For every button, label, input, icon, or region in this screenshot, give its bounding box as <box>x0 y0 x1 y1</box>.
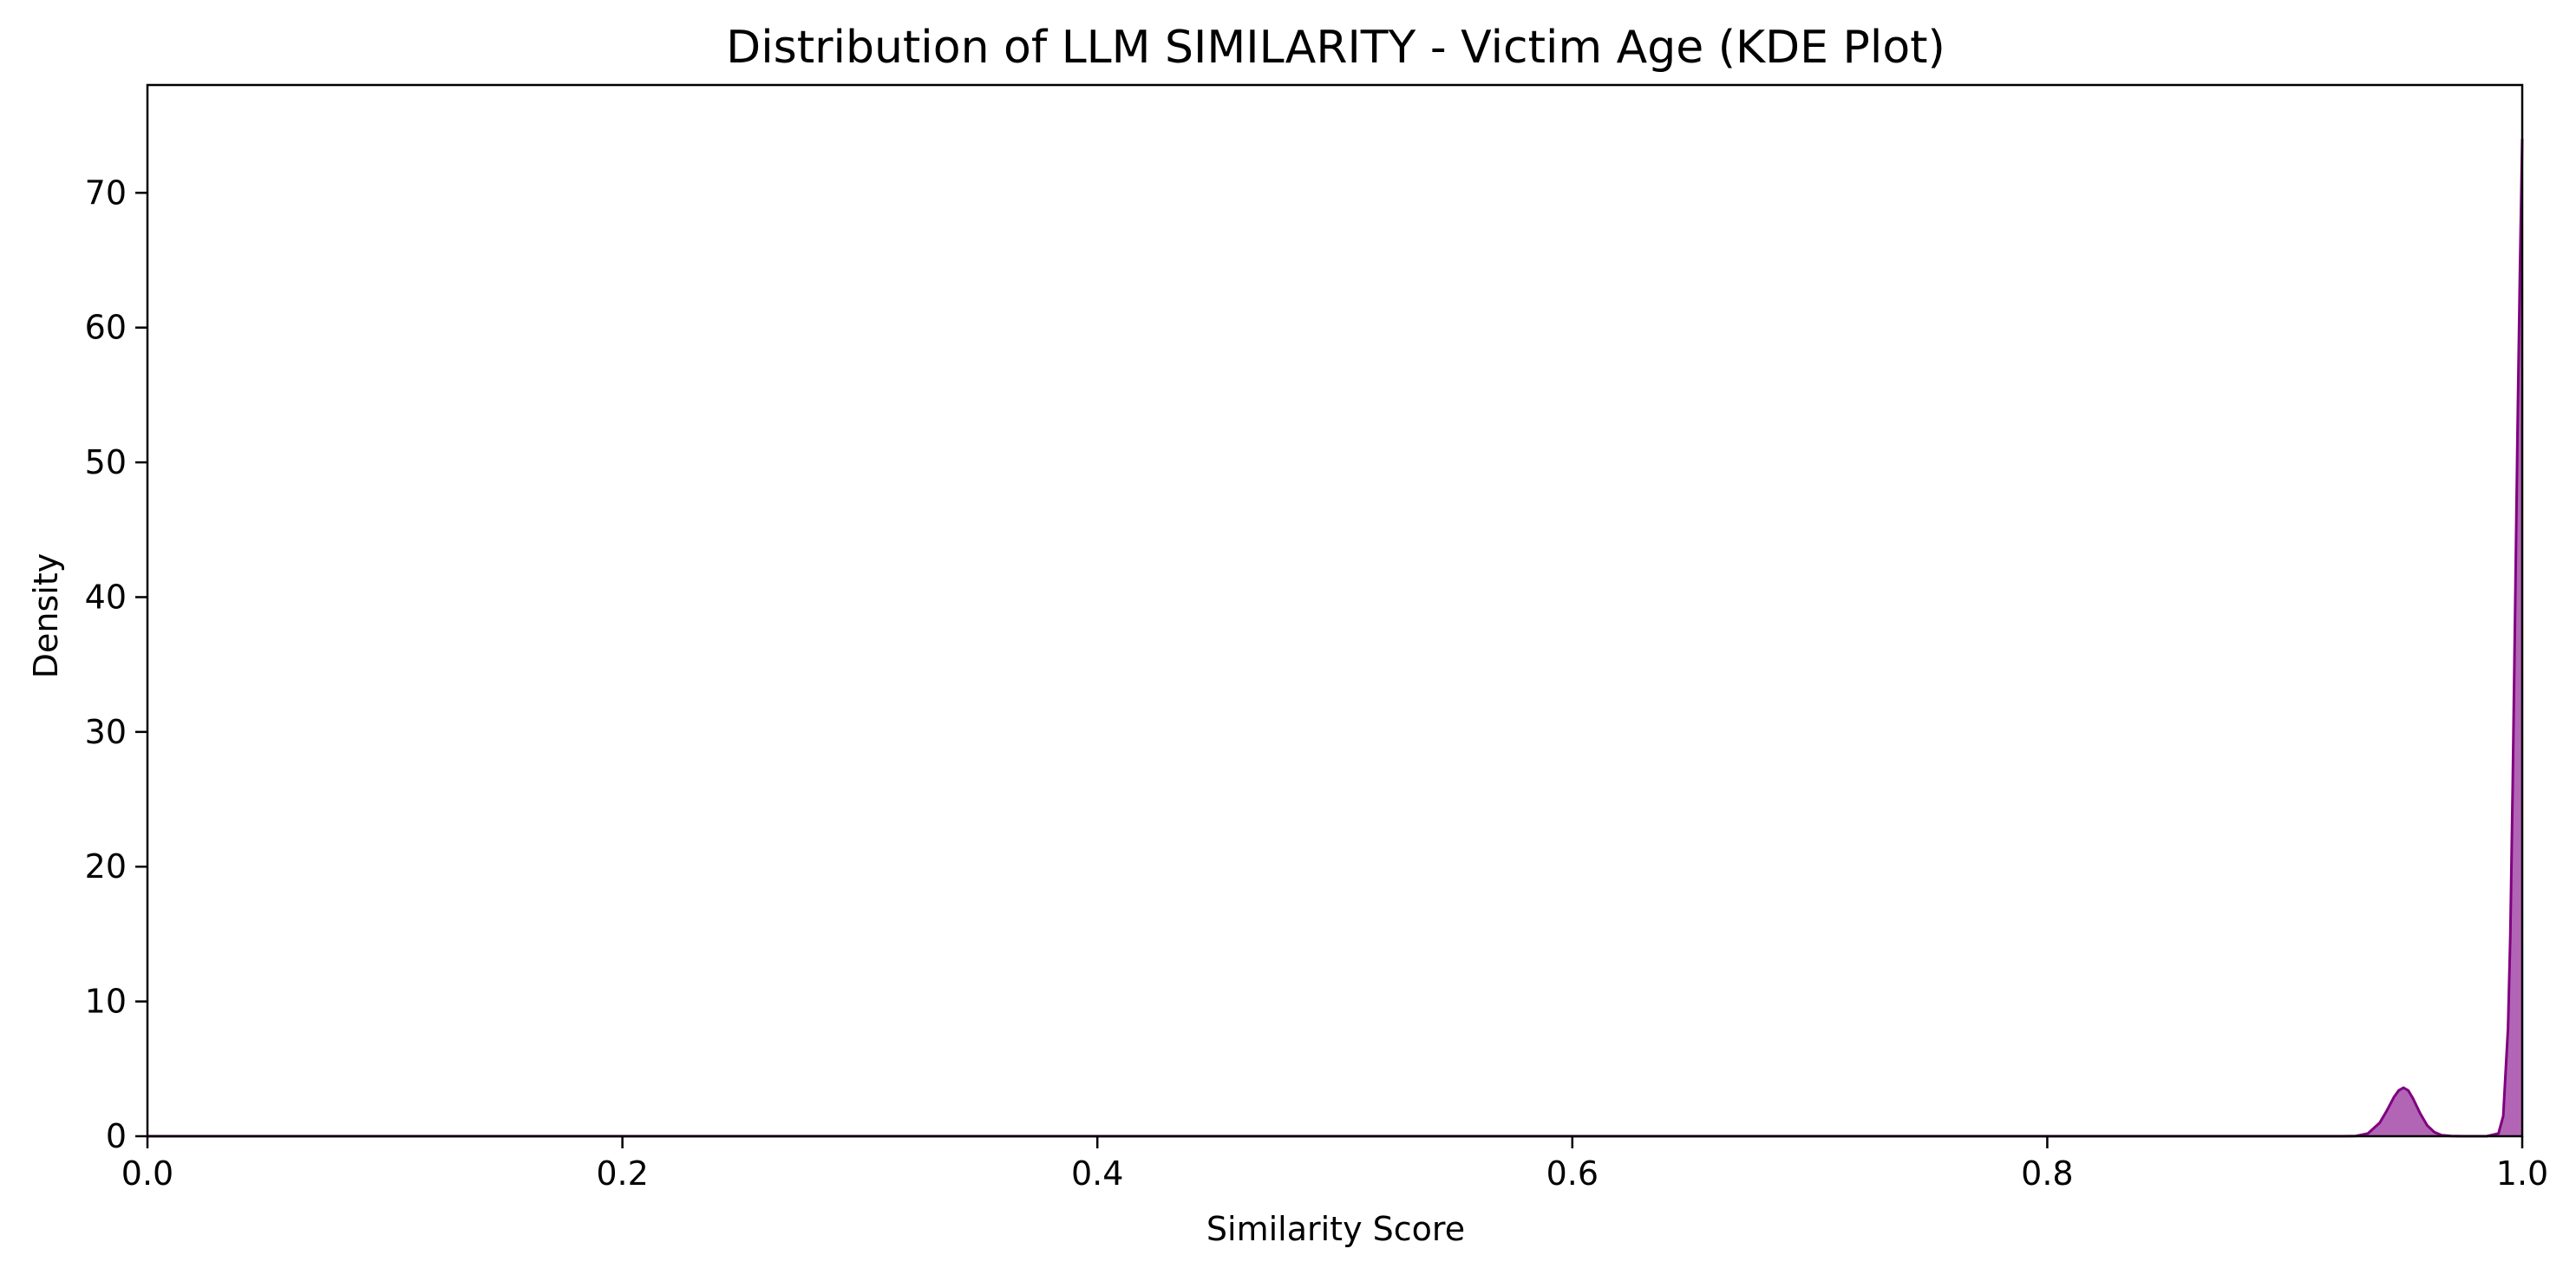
kde-area <box>2344 139 2522 1137</box>
y-tick-label: 20 <box>85 847 127 886</box>
kde-line <box>147 139 2524 1138</box>
chart-title: Distribution of LLM SIMILARITY - Victim … <box>726 22 1945 74</box>
y-tick-label: 10 <box>85 983 127 1021</box>
y-axis: 0 10 20 30 40 50 60 70 <box>85 173 147 1155</box>
y-tick-label: 0 <box>106 1117 127 1155</box>
x-tick-label: 0.2 <box>596 1154 648 1193</box>
x-tick-label: 0.0 <box>121 1154 173 1193</box>
y-tick-label: 50 <box>85 443 127 481</box>
x-axis: 0.0 0.2 0.4 0.6 0.8 1.0 <box>121 1136 2548 1193</box>
y-tick-label: 60 <box>85 309 127 347</box>
y-axis-label: Density <box>27 553 65 678</box>
x-tick-label: 0.6 <box>1546 1154 1599 1193</box>
y-tick-label: 30 <box>85 713 127 751</box>
x-tick-label: 0.4 <box>1071 1154 1123 1193</box>
plot-frame <box>146 83 2524 1138</box>
x-axis-label: Similarity Score <box>1206 1210 1465 1248</box>
x-tick-label: 1.0 <box>2496 1154 2548 1193</box>
y-tick-label: 40 <box>85 578 127 616</box>
plot-area <box>147 139 2524 1138</box>
x-tick-label: 0.8 <box>2021 1154 2073 1193</box>
y-tick-label: 70 <box>85 173 127 212</box>
